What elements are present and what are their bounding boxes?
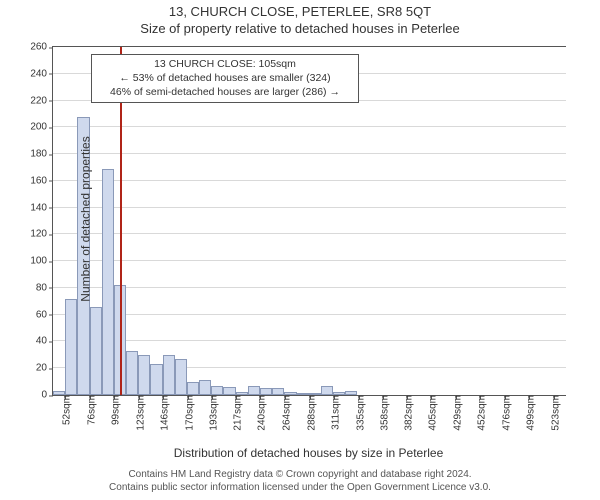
x-tick-label: 335sqm (351, 395, 366, 431)
chart-address-title: 13, CHURCH CLOSE, PETERLEE, SR8 5QT (0, 0, 600, 19)
x-tick-label: 476sqm (497, 395, 512, 431)
histogram-bar (321, 386, 333, 395)
gridline (53, 126, 566, 127)
y-tick-label: 80 (36, 282, 53, 293)
x-tick-label: 217sqm (229, 395, 244, 431)
histogram-bar (65, 299, 77, 395)
y-tick-label: 240 (30, 68, 53, 79)
y-tick-label: 220 (30, 95, 53, 106)
histogram-bar (248, 386, 260, 395)
histogram-bar (126, 351, 138, 395)
histogram-bar (90, 307, 102, 395)
x-tick-label: 523sqm (546, 395, 561, 431)
x-tick-label: 170sqm (180, 395, 195, 431)
attribution-text: Contains HM Land Registry data © Crown c… (0, 468, 600, 494)
x-tick-label: 358sqm (375, 395, 390, 431)
x-tick-label: 288sqm (303, 395, 318, 431)
x-axis-label: Distribution of detached houses by size … (52, 446, 565, 460)
histogram-bar (138, 355, 150, 395)
attribution-line-1: Contains HM Land Registry data © Crown c… (0, 468, 600, 481)
callout-line-2: ← 53% of detached houses are smaller (32… (98, 71, 352, 85)
y-tick-label: 20 (36, 363, 53, 374)
x-tick-label: 429sqm (449, 395, 464, 431)
callout-line-3: 46% of semi-detached houses are larger (… (98, 85, 352, 99)
x-tick-label: 405sqm (424, 395, 439, 431)
x-tick-label: 452sqm (472, 395, 487, 431)
y-tick-label: 200 (30, 122, 53, 133)
histogram-bar (175, 359, 187, 395)
histogram-bar (187, 382, 199, 395)
x-tick-label: 311sqm (326, 395, 341, 430)
gridline (53, 340, 566, 341)
histogram-plot: 13 CHURCH CLOSE: 105sqm ← 53% of detache… (52, 46, 567, 396)
y-tick-label: 160 (30, 175, 53, 186)
y-tick-label: 60 (36, 309, 53, 320)
y-tick-label: 140 (30, 202, 53, 213)
x-tick-label: 146sqm (155, 395, 170, 431)
x-tick-label: 193sqm (204, 395, 219, 431)
attribution-line-2: Contains public sector information licen… (0, 481, 600, 494)
reference-callout: 13 CHURCH CLOSE: 105sqm ← 53% of detache… (91, 54, 359, 103)
histogram-bar (102, 169, 114, 395)
gridline (53, 153, 566, 154)
histogram-bar (199, 380, 211, 395)
x-tick-label: 264sqm (278, 395, 293, 431)
histogram-bar (223, 387, 235, 395)
histogram-bar (150, 364, 162, 395)
x-tick-label: 99sqm (107, 395, 122, 425)
y-axis-label: Number of detached properties (79, 136, 93, 301)
histogram-bar (211, 386, 223, 395)
x-tick-label: 499sqm (521, 395, 536, 431)
histogram-bar (272, 388, 284, 395)
x-tick-label: 123sqm (132, 395, 147, 431)
gridline (53, 260, 566, 261)
y-tick-label: 40 (36, 336, 53, 347)
callout-line-1: 13 CHURCH CLOSE: 105sqm (98, 57, 352, 71)
gridline (53, 180, 566, 181)
x-tick-label: 240sqm (253, 395, 268, 431)
gridline (53, 287, 566, 288)
gridline (53, 314, 566, 315)
y-tick-label: 0 (41, 390, 53, 401)
x-tick-label: 76sqm (83, 395, 98, 425)
histogram-bar (260, 388, 272, 395)
y-tick-label: 120 (30, 229, 53, 240)
chart-subtitle: Size of property relative to detached ho… (0, 19, 600, 36)
y-tick-label: 260 (30, 42, 53, 53)
y-tick-label: 100 (30, 256, 53, 267)
gridline (53, 233, 566, 234)
y-tick-label: 180 (30, 149, 53, 160)
gridline (53, 207, 566, 208)
histogram-bar (163, 355, 175, 395)
x-tick-label: 52sqm (58, 395, 73, 425)
x-tick-label: 382sqm (400, 395, 415, 431)
